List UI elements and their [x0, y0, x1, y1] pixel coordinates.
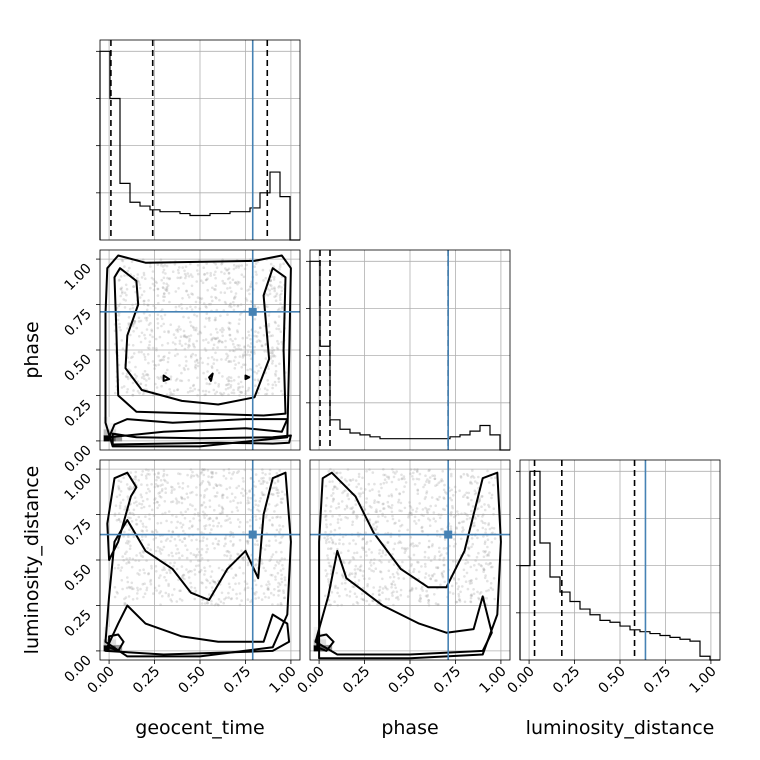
histogram-steps-luminosity_distance — [519, 470, 720, 661]
x-tick-label: 1.00 — [476, 664, 509, 697]
y-tick-label: 0.50 — [61, 352, 94, 385]
histogram-geocent_time — [96, 39, 301, 241]
y-tick-label: 0.25 — [61, 397, 94, 430]
x-tick-label: 0.75 — [431, 664, 464, 697]
y-tick-label: 0.25 — [61, 607, 94, 640]
contour-1 — [104, 604, 291, 656]
contour-1 — [108, 418, 289, 439]
x-axis-label-luminosity_distance: luminosity_distance — [526, 717, 715, 739]
density-geocent_time-vs-phase — [99, 249, 301, 451]
contour-4 — [162, 374, 171, 382]
histogram-phase — [306, 249, 511, 451]
x-tick-label: 0.75 — [221, 664, 254, 697]
y-tick-label: 0.75 — [61, 306, 94, 339]
x-tick-label: 0.50 — [385, 664, 418, 697]
truth-marker — [444, 530, 453, 539]
contour-1 — [314, 549, 493, 656]
x-tick-label: 0.50 — [595, 664, 628, 697]
histogram-luminosity_distance — [516, 459, 721, 661]
x-tick-label: 0.75 — [641, 664, 674, 697]
x-tick-label: 0.25 — [130, 664, 163, 697]
x-tick-label: 0.00 — [295, 664, 328, 697]
truth-marker — [248, 307, 257, 316]
contour-5 — [208, 372, 214, 382]
x-tick-label: 1.00 — [266, 664, 299, 697]
contour-2 — [318, 471, 502, 660]
x-tick-label: 1.00 — [686, 664, 719, 697]
x-axis-label-geocent_time: geocent_time — [135, 717, 264, 739]
y-tick-label: 1.00 — [61, 261, 94, 294]
y-axis-label-phase: phase — [21, 321, 43, 378]
x-tick-label: 0.25 — [550, 664, 583, 697]
tick-labels: 0.00 0.25 0.50 0.75 1.000.00 0.25 0.50 0.75 1.00… — [61, 258, 720, 697]
y-tick-label: 0.75 — [61, 516, 94, 549]
axis-labels: geocent_time phase luminosity_distancephas… — [21, 321, 714, 739]
density-geocent_time-vs-luminosity_distance — [99, 459, 301, 661]
contour-2 — [104, 471, 292, 658]
contour-3 — [106, 471, 138, 561]
y-tick-label: 0.00 — [61, 442, 94, 475]
x-tick-label: 0.00 — [505, 664, 538, 697]
contour-2 — [104, 254, 292, 448]
y-tick-label: 1.00 — [61, 471, 94, 504]
y-tick-label: 0.50 — [61, 562, 94, 595]
density-phase-vs-luminosity_distance — [309, 459, 511, 661]
x-tick-label: 0.25 — [340, 664, 373, 697]
histogram-steps-phase — [309, 260, 510, 451]
histogram-steps-geocent_time — [99, 50, 300, 241]
truth-marker — [248, 530, 257, 539]
contour-3 — [113, 267, 287, 417]
contour-6 — [244, 374, 251, 381]
x-axis-label-phase: phase — [381, 717, 438, 739]
y-axis-label-luminosity_distance: luminosity_distance — [21, 466, 43, 655]
x-tick-label: 0.50 — [175, 664, 208, 697]
